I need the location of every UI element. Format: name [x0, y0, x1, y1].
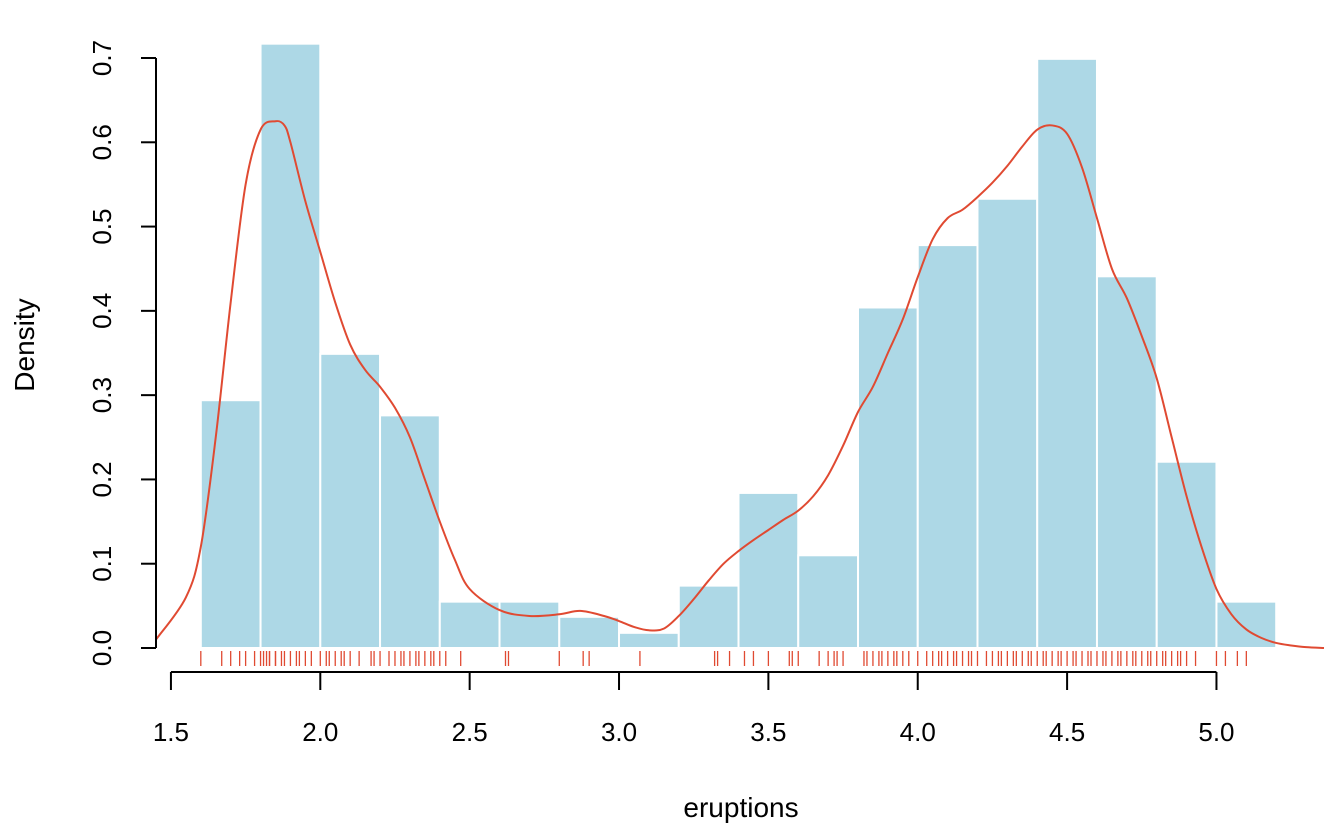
y-tick-label: 0.2: [87, 461, 117, 497]
histogram-bar: [558, 615, 621, 649]
x-tick-label: 1.5: [153, 717, 189, 747]
histogram-bar: [319, 352, 382, 649]
histogram-bar: [1155, 460, 1218, 649]
x-tick-label: 3.0: [601, 717, 637, 747]
histogram-bar: [1095, 275, 1158, 649]
histogram-bar: [199, 399, 262, 650]
y-tick-label: 0.6: [87, 124, 117, 160]
histogram-bar: [856, 306, 919, 649]
y-tick-label: 0.5: [87, 208, 117, 244]
x-tick-label: 5.0: [1198, 717, 1234, 747]
histogram-bar: [916, 244, 979, 649]
histogram-bar: [737, 491, 800, 649]
x-axis: 1.5 2.0 2.5 3.0 3.5 4.0 4.5 5.0: [153, 671, 1235, 747]
histogram-bars: [199, 42, 1278, 650]
x-tick-label: 3.5: [750, 717, 786, 747]
y-tick-label: 0.0: [87, 630, 117, 666]
histogram-bar: [498, 600, 561, 650]
x-tick-label: 2.0: [302, 717, 338, 747]
x-tick-label: 4.5: [1049, 717, 1085, 747]
histogram-bar: [1036, 57, 1098, 650]
y-tick-label: 0.1: [87, 546, 117, 582]
histogram-bar: [797, 554, 859, 649]
histogram-bar: [618, 631, 680, 649]
y-axis-title: Density: [9, 298, 40, 391]
density-curve: [155, 120, 1325, 649]
histogram-bar: [438, 600, 501, 650]
y-axis: 0.0 0.1 0.2 0.3 0.4 0.5 0.6 0.7: [87, 40, 157, 666]
y-tick-label: 0.3: [87, 377, 117, 413]
histogram-bar: [259, 42, 322, 649]
y-tick-label: 0.7: [87, 40, 117, 76]
histogram-bar: [379, 414, 441, 649]
histogram-bar: [976, 197, 1039, 649]
histogram-bar: [1215, 600, 1278, 650]
y-tick-label: 0.4: [87, 293, 117, 329]
x-tick-label: 2.5: [452, 717, 488, 747]
rug-ticks: [200, 651, 1247, 666]
x-tick-label: 4.0: [900, 717, 936, 747]
x-axis-title: eruptions: [683, 792, 798, 823]
histogram-bar: [677, 584, 740, 650]
